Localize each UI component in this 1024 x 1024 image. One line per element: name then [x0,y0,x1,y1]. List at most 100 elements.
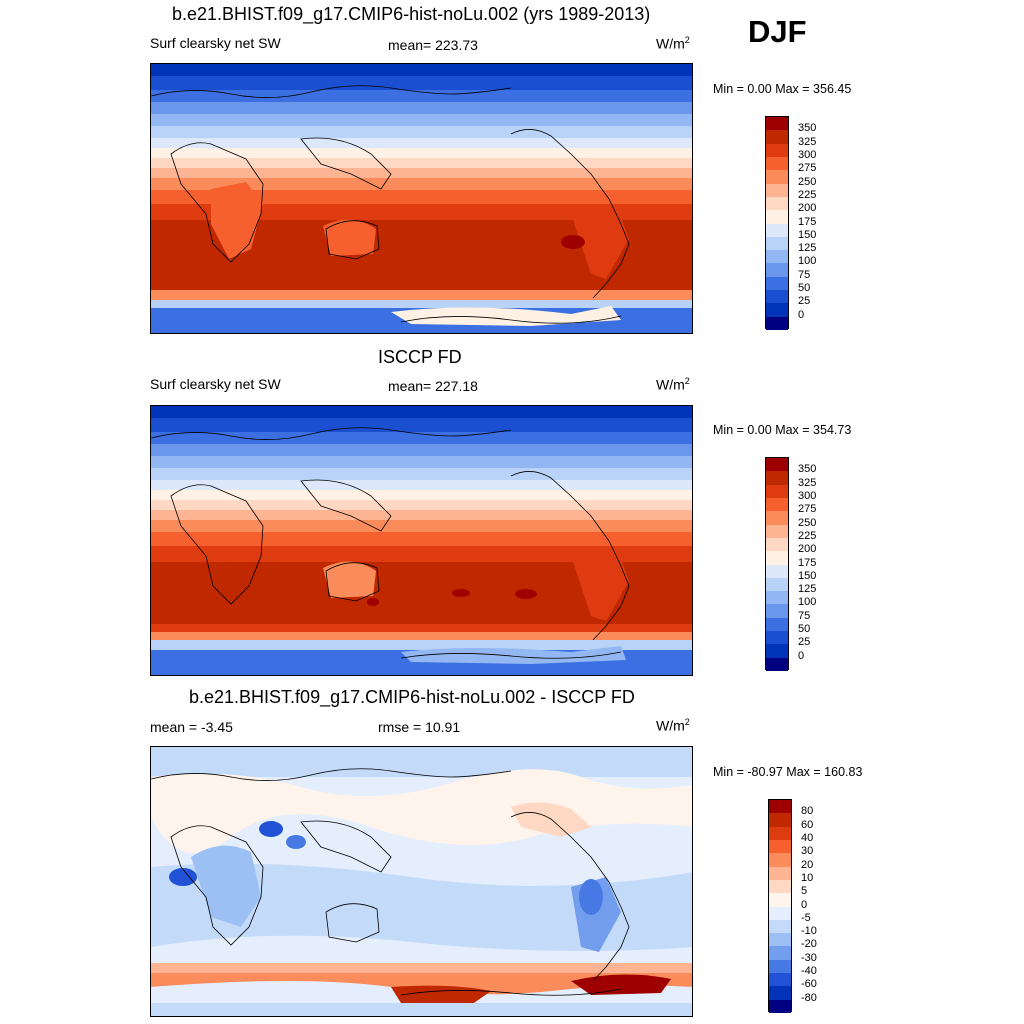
panel3-colorbar-segment [769,973,791,987]
panel1-minmax: Min = 0.00 Max = 356.45 [713,82,852,96]
panel2-mean-label: mean= 227.18 [388,378,478,394]
panel1-colorbar-tick-label: 275 [798,162,817,175]
panel2-colorbar-tick-label: 150 [798,569,817,582]
panel1-units: W/m2 [656,35,690,52]
panel1-field [151,64,692,333]
panel3-colorbar-tick-label: 80 [801,805,814,818]
panel1-colorbar-segment [766,130,788,144]
panel2-colorbar-tick-label: 75 [798,609,811,622]
panel1-colorbar-segment [766,183,788,197]
panel1-colorbar-tick-label: 200 [798,202,817,215]
panel3-colorbar [768,799,792,1013]
panel3-colorbar-tick-label: -80 [801,991,817,1004]
panel1-map [150,63,693,334]
panel2-colorbar-segment [766,604,788,618]
panel1-colorbar-segment [766,117,788,131]
panel2-colorbar-segment [766,458,788,472]
panel3-colorbar-tick-label: -60 [801,978,817,991]
panel3-colorbar-tick-label: 10 [801,871,814,884]
panel3-rmse-label: rmse = 10.91 [378,719,461,735]
panel3-colorbar-segment [769,906,791,920]
panel3-colorbar-segment [769,853,791,867]
panel1-colorbar-tick-label: 75 [798,268,811,281]
panel3-colorbar-tick-label: -30 [801,951,817,964]
panel1-colorbar-segment [766,250,788,264]
panel1-colorbar-segment [766,196,788,211]
panel2-colorbar-tick-label: 175 [798,556,817,569]
panel3-colorbar-segment [769,959,791,974]
panel2-colorbar-segment [766,471,788,485]
panel1-colorbar-tick-label: 0 [798,308,805,321]
panel2-colorbar-segment [766,644,788,658]
panel2-colorbar-tick-label: 275 [798,503,817,516]
panel1-colorbar-tick-label: 25 [798,295,811,308]
panel2-colorbar-tick-label: 25 [798,636,811,649]
panel2-title: ISCCP FD [378,347,462,367]
panel3-colorbar-tick-label: 5 [801,885,808,898]
panel3-colorbar-segment [769,919,791,934]
panel2-colorbar-tick-label: 300 [798,489,817,502]
panel1-colorbar-segment [766,170,788,184]
panel3-minmax: Min = -80.97 Max = 160.83 [713,765,863,779]
panel2-colorbar-segment [766,551,788,565]
panel2-colorbar-segment [766,497,788,512]
panel3-colorbar-segment [769,800,791,814]
panel2-colorbar-tick-label: 125 [798,583,817,596]
panel1-colorbar-tick-label: 300 [798,148,817,161]
panel2-colorbar-tick-label: 0 [798,649,805,662]
panel1-colorbar-tick-label: 225 [798,188,817,201]
panel3-colorbar-segment [769,946,791,960]
panel1-colorbar-segment [766,263,788,277]
panel2-units: W/m2 [656,376,690,393]
panel1-colorbar-segment [766,303,788,317]
panel2-coastlines [151,427,630,659]
panel2-colorbar-segment [766,657,788,671]
panel3-colorbar-tick-label: 60 [801,818,814,831]
panel1-colorbar-segment [766,156,788,171]
panel1-variable-label: Surf clearsky net SW [150,35,281,51]
panel1-colorbar-segment [766,223,788,237]
panel2-colorbar-segment [766,591,788,605]
panel1-title: b.e21.BHIST.f09_g17.CMIP6-hist-noLu.002 … [172,4,651,24]
panel1-colorbar-segment [766,210,788,224]
panel1-colorbar-segment [766,143,788,157]
panel3-mean-label: mean = -3.45 [150,719,233,735]
panel2-colorbar-segment [766,511,788,525]
panel2-colorbar-tick-label: 100 [798,596,817,609]
panel3-colorbar-segment [769,839,791,854]
panel3-colorbar-segment [769,813,791,827]
panel3-title: b.e21.BHIST.f09_g17.CMIP6-hist-noLu.002 … [189,687,635,707]
panel1-colorbar-tick-label: 250 [798,175,817,188]
panel3-colorbar-tick-label: -10 [801,925,817,938]
panel2-colorbar-segment [766,577,788,592]
panel3-colorbar-segment [769,933,791,947]
panel3-field [151,747,692,1016]
panel1-colorbar-segment [766,236,788,251]
panel3-colorbar-segment [769,866,791,880]
panel1-colorbar-tick-label: 50 [798,282,811,295]
panel3-colorbar-tick-label: 40 [801,831,814,844]
panel1-colorbar-tick-label: 100 [798,255,817,268]
panel1-colorbar-tick-label: 325 [798,135,817,148]
panel3-colorbar-segment [769,999,791,1013]
panel2-colorbar-tick-label: 50 [798,623,811,636]
panel2-field [151,406,692,675]
panel3-colorbar-segment [769,826,791,840]
panel1-colorbar-segment [766,290,788,304]
panel1-colorbar-segment [766,316,788,330]
panel2-colorbar-tick-label: 325 [798,476,817,489]
panel2-variable-label: Surf clearsky net SW [150,376,281,392]
panel1-colorbar [765,116,789,330]
panel2-minmax: Min = 0.00 Max = 354.73 [713,423,852,437]
panel1-colorbar-tick-label: 150 [798,228,817,241]
panel3-coastlines [151,768,630,996]
panel3-colorbar-tick-label: 0 [801,898,808,911]
panel3-colorbar-tick-label: 30 [801,845,814,858]
panel2-colorbar-segment [766,617,788,632]
panel2-colorbar [765,457,789,671]
panel2-colorbar-segment [766,484,788,498]
panel2-colorbar-segment [766,537,788,552]
panel2-colorbar-segment [766,564,788,578]
panel2-colorbar-segment [766,524,788,538]
panel3-colorbar-segment [769,986,791,1000]
